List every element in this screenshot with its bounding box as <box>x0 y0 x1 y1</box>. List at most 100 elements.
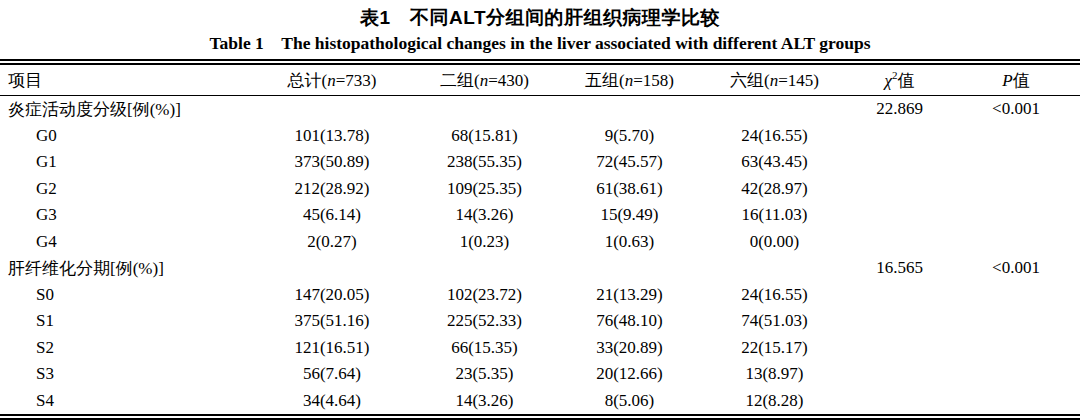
value-cell: 147(20.05) <box>252 282 412 309</box>
value-cell: 72(45.57) <box>557 149 702 176</box>
row-label: G0 <box>0 123 252 150</box>
p-value-cell <box>952 123 1080 150</box>
value-cell: 8(5.06) <box>557 388 702 418</box>
chi-square-cell <box>847 176 952 203</box>
p-value-cell <box>952 229 1080 256</box>
chi-square-cell: 16.565 <box>847 255 952 282</box>
value-cell: 1(0.63) <box>557 229 702 256</box>
chi-square-cell <box>847 149 952 176</box>
table-row: 炎症活动度分级[例(%)] 22.869<0.001 <box>0 96 1080 123</box>
chi-square-cell <box>847 388 952 418</box>
row-label: G1 <box>0 149 252 176</box>
value-cell: 66(15.35) <box>412 335 557 362</box>
row-label: 肝纤维化分期[例(%)] <box>0 255 252 282</box>
row-label: G3 <box>0 202 252 229</box>
value-cell: 13(8.97) <box>702 361 847 388</box>
p-value-cell: <0.001 <box>952 96 1080 123</box>
row-label: 炎症活动度分级[例(%)] <box>0 96 252 123</box>
chi-square-cell <box>847 308 952 335</box>
table-row: S1375(51.16)225(52.33)76(48.10)74(51.03) <box>0 308 1080 335</box>
header-group2: 二组(n=430) <box>412 62 557 96</box>
value-cell: 61(38.61) <box>557 176 702 203</box>
value-cell: 21(13.29) <box>557 282 702 309</box>
value-cell: 101(13.78) <box>252 123 412 150</box>
p-value-cell: <0.001 <box>952 255 1080 282</box>
value-cell: 238(55.35) <box>412 149 557 176</box>
chi-square-cell <box>847 229 952 256</box>
value-cell <box>412 96 557 123</box>
p-value-cell <box>952 202 1080 229</box>
value-cell: 2(0.27) <box>252 229 412 256</box>
data-table: 项目 总计(n=733) 二组(n=430) 五组(n=158) 六组(n=14… <box>0 59 1080 420</box>
chi-square-cell <box>847 361 952 388</box>
value-cell <box>702 255 847 282</box>
chi-square-cell <box>847 335 952 362</box>
p-value-cell <box>952 388 1080 418</box>
value-cell: 24(16.55) <box>702 282 847 309</box>
header-total: 总计(n=733) <box>252 62 412 96</box>
header-group6: 六组(n=145) <box>702 62 847 96</box>
table-row: S0147(20.05)102(23.72)21(13.29)24(16.55) <box>0 282 1080 309</box>
p-value-cell <box>952 361 1080 388</box>
value-cell: 375(51.16) <box>252 308 412 335</box>
value-cell: 20(12.66) <box>557 361 702 388</box>
value-cell: 74(51.03) <box>702 308 847 335</box>
chi-square-cell: 22.869 <box>847 96 952 123</box>
value-cell: 0(0.00) <box>702 229 847 256</box>
p-value-cell <box>952 308 1080 335</box>
table-row: G1373(50.89)238(55.35)72(45.57)63(43.45) <box>0 149 1080 176</box>
value-cell <box>252 255 412 282</box>
paper-table-figure: 表1 不同ALT分组间的肝组织病理学比较 Table 1 The histopa… <box>0 0 1080 420</box>
header-chi-square: χ2值 <box>847 62 952 96</box>
value-cell: 9(5.70) <box>557 123 702 150</box>
table-row: G345(6.14)14(3.26)15(9.49)16(11.03) <box>0 202 1080 229</box>
table-row: 肝纤维化分期[例(%)] 16.565<0.001 <box>0 255 1080 282</box>
value-cell: 63(43.45) <box>702 149 847 176</box>
row-label: S3 <box>0 361 252 388</box>
table-row: G2212(28.92)109(25.35)61(38.61)42(28.97) <box>0 176 1080 203</box>
value-cell <box>252 96 412 123</box>
value-cell: 34(4.64) <box>252 388 412 418</box>
value-cell: 12(8.28) <box>702 388 847 418</box>
value-cell: 24(16.55) <box>702 123 847 150</box>
value-cell: 23(5.35) <box>412 361 557 388</box>
table-title-en: Table 1 The histopathological changes in… <box>0 32 1080 54</box>
value-cell: 212(28.92) <box>252 176 412 203</box>
header-row: 项目 总计(n=733) 二组(n=430) 五组(n=158) 六组(n=14… <box>0 62 1080 96</box>
value-cell <box>557 96 702 123</box>
row-label: S4 <box>0 388 252 418</box>
table-title-zh: 表1 不同ALT分组间的肝组织病理学比较 <box>0 0 1080 29</box>
value-cell: 42(28.97) <box>702 176 847 203</box>
value-cell: 109(25.35) <box>412 176 557 203</box>
value-cell <box>702 96 847 123</box>
row-label: G2 <box>0 176 252 203</box>
header-item-label: 项目 <box>8 71 42 90</box>
value-cell: 121(16.51) <box>252 335 412 362</box>
header-p-value: P值 <box>952 62 1080 96</box>
table-row: G0101(13.78)68(15.81)9(5.70)24(16.55) <box>0 123 1080 150</box>
table-row: S434(4.64)14(3.26)8(5.06)12(8.28) <box>0 388 1080 418</box>
value-cell: 14(3.26) <box>412 202 557 229</box>
value-cell: 1(0.23) <box>412 229 557 256</box>
value-cell <box>557 255 702 282</box>
value-cell: 14(3.26) <box>412 388 557 418</box>
chi-square-cell <box>847 123 952 150</box>
value-cell: 15(9.49) <box>557 202 702 229</box>
value-cell: 45(6.14) <box>252 202 412 229</box>
chi-square-cell <box>847 282 952 309</box>
p-value-cell <box>952 149 1080 176</box>
value-cell: 76(48.10) <box>557 308 702 335</box>
chi-square-cell <box>847 202 952 229</box>
row-label: S0 <box>0 282 252 309</box>
p-value-cell <box>952 282 1080 309</box>
value-cell: 22(15.17) <box>702 335 847 362</box>
table-row: S356(7.64)23(5.35)20(12.66)13(8.97) <box>0 361 1080 388</box>
value-cell: 225(52.33) <box>412 308 557 335</box>
row-label: G4 <box>0 229 252 256</box>
value-cell: 102(23.72) <box>412 282 557 309</box>
header-group5: 五组(n=158) <box>557 62 702 96</box>
value-cell: 68(15.81) <box>412 123 557 150</box>
row-label: S1 <box>0 308 252 335</box>
row-label: S2 <box>0 335 252 362</box>
p-value-cell <box>952 176 1080 203</box>
